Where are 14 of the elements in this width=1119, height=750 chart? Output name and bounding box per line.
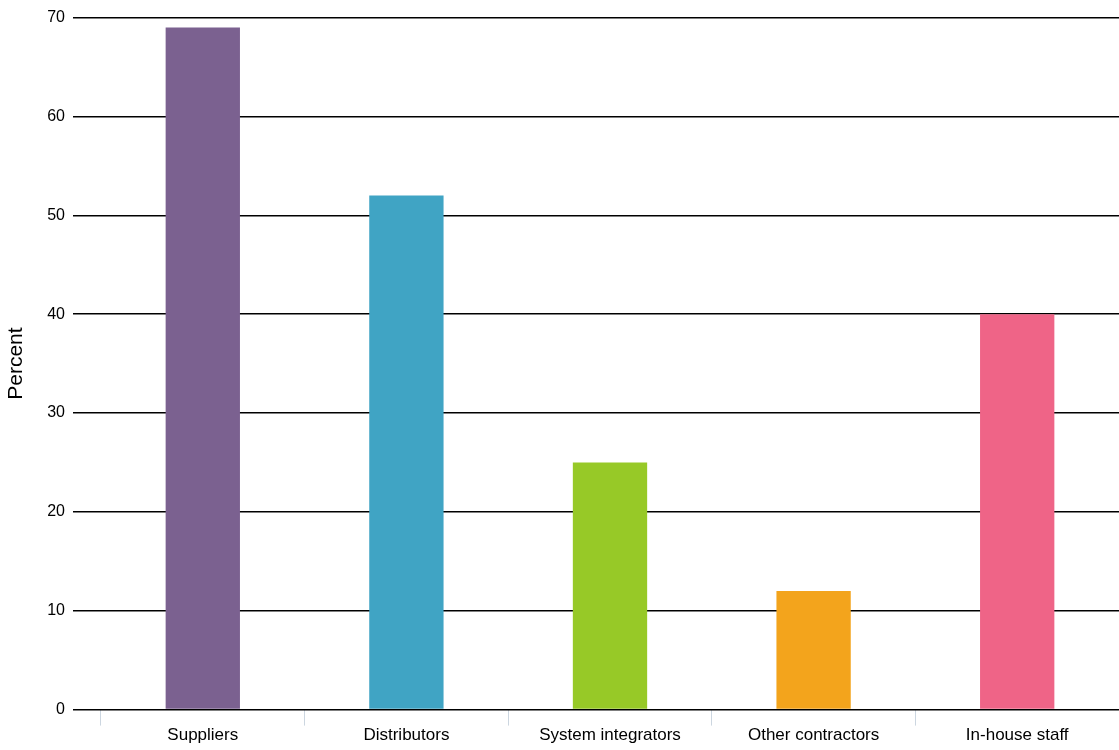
y-axis-title: Percent [3, 327, 27, 400]
y-tick-label: 30 [47, 403, 66, 421]
y-tick-label: 10 [47, 601, 66, 619]
y-tick-label: 70 [47, 8, 66, 26]
y-tick-label: 50 [47, 205, 66, 223]
x-tick-label: Other contractors [747, 725, 880, 745]
x-tick-label: Distributors [363, 725, 450, 745]
x-tick-label: Suppliers [167, 725, 239, 745]
y-tick-label: 60 [47, 106, 66, 124]
x-tick-label: In-house staff [965, 725, 1069, 745]
y-tick-label: 20 [47, 502, 66, 520]
x-tick-label: System integrators [539, 725, 681, 745]
y-tick-label: 0 [56, 700, 66, 718]
y-tick-label: 40 [47, 304, 66, 322]
